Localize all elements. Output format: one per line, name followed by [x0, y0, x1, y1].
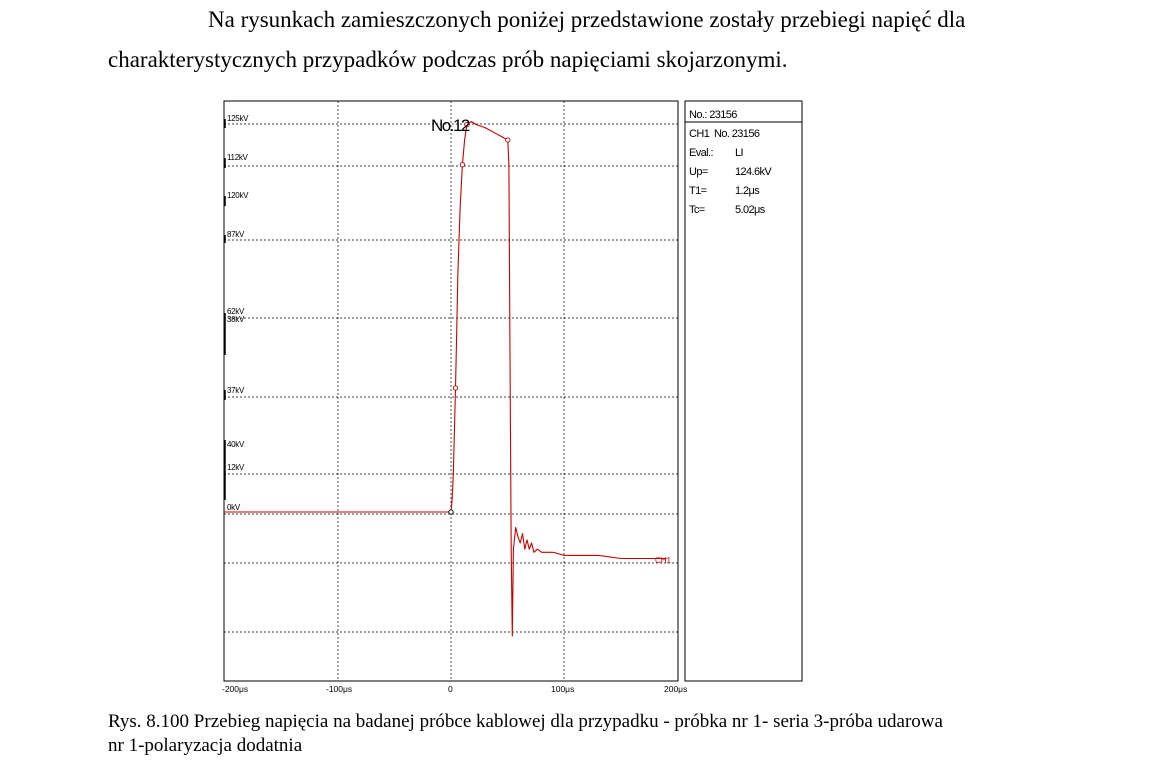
- waveform-eval-point: [505, 137, 511, 143]
- waveform-eval-point: [448, 509, 454, 515]
- info-panel-frame: [684, 100, 803, 682]
- figure-caption-line-2: nr 1-polaryzacja dodatnia: [108, 735, 303, 756]
- y-tick-label: 38kV: [227, 315, 245, 324]
- info-record-number: No.: 23156: [689, 109, 737, 121]
- waveform-eval-point: [459, 162, 466, 168]
- y-tick-label: 87kV: [227, 230, 245, 239]
- vertical-grid: [337, 101, 565, 681]
- x-tick-label: 100μs: [551, 684, 574, 694]
- info-eval-value: LI: [735, 147, 744, 159]
- paragraph-line-1: Na rysunkach zamieszczonych poniżej prze…: [208, 7, 966, 32]
- info-t1-label: T1=: [689, 185, 707, 197]
- info-channel-label: CH1: [689, 128, 710, 140]
- y-tick-label: 125kV: [227, 114, 249, 123]
- waveform-layer: [224, 120, 667, 637]
- x-tick-label: -200μs: [222, 684, 248, 694]
- info-up-value: 124.6kV: [735, 166, 772, 178]
- info-eval-label: Eval.:: [689, 147, 713, 159]
- y-tick-label: 0kV: [227, 503, 241, 512]
- waveform-eval-point: [464, 121, 470, 128]
- info-tc-value: 5.02μs: [735, 204, 766, 216]
- x-tick-label: -100μs: [326, 684, 352, 694]
- channel-label: CH1: [655, 556, 672, 565]
- x-tick-label: 200μs: [664, 684, 687, 694]
- y-tick-label: 120kV: [227, 191, 249, 200]
- info-channel-value: No. 23156: [714, 128, 760, 140]
- y-tick-label: 62kV: [227, 307, 245, 316]
- waveform-eval-point: [452, 385, 459, 391]
- info-t1-value: 1.2μs: [735, 185, 760, 197]
- paragraph-line-2: charakterystycznych przypadków podczas p…: [108, 47, 788, 72]
- series-line-ch1: [224, 120, 667, 637]
- info-tc-label: Tc=: [689, 204, 705, 216]
- y-tick-label: 112kV: [227, 153, 249, 162]
- info-up-label: Up=: [689, 166, 708, 178]
- y-tick-label: 40kV: [227, 440, 245, 449]
- waveform-marker-label: No.12: [431, 116, 470, 135]
- figure-caption-line-1: Rys. 8.100 Przebieg napięcia na badanej …: [108, 711, 943, 732]
- y-tick-label: 12kV: [227, 463, 245, 472]
- y-tick-label: 37kV: [227, 386, 245, 395]
- x-tick-label: 0: [448, 684, 453, 694]
